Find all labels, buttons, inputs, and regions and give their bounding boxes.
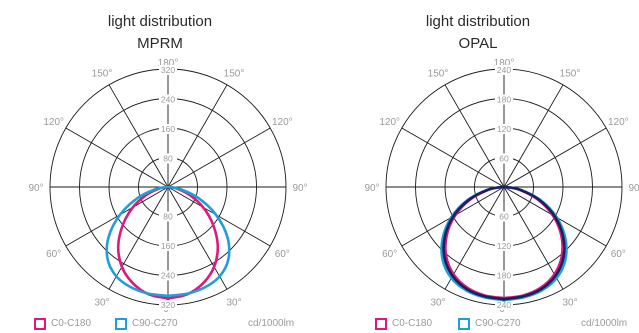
legend-swatch <box>34 318 46 330</box>
chart-panel-mprm: light distribution MPRM 180° 150° 150° 120°… <box>0 13 320 332</box>
chart-subtitle: MPRM <box>137 35 183 52</box>
radial-tick-label: 320 <box>161 300 175 310</box>
radial-tick-bg <box>495 94 513 105</box>
angle-tick-label: 30° <box>430 297 445 308</box>
angle-tick-label: 180° <box>494 58 515 69</box>
radial-tick-label: 160 <box>161 124 175 134</box>
radial-tick-label: 80 <box>163 154 173 164</box>
radial-tick-label: 80 <box>163 212 173 222</box>
angle-tick-label: 120° <box>608 117 629 128</box>
legend: C0-C180 C90-C270 cd/1000lm <box>0 318 320 332</box>
unit-label: cd/1000lm <box>248 318 295 329</box>
grid-spoke <box>503 186 564 290</box>
angle-tick-label: 120° <box>43 117 64 128</box>
angle-tick-label: 60° <box>611 249 626 260</box>
legend-swatch <box>458 318 470 330</box>
radial-tick-bg <box>159 211 177 222</box>
angle-tick-label: 150° <box>560 69 581 80</box>
radial-tick-label: 320 <box>161 65 175 75</box>
grid-spoke <box>444 84 505 188</box>
radial-tick-label: 60 <box>499 212 509 222</box>
radial-tick-label: 120 <box>497 124 511 134</box>
grid-spoke <box>167 186 228 290</box>
angle-tick-label: 30° <box>94 297 109 308</box>
radial-tick-bg <box>159 94 177 105</box>
angle-tick-label: 90° <box>628 183 639 194</box>
legend-label: C0-C180 <box>51 318 92 329</box>
grid-spoke <box>503 127 607 188</box>
chart-panel-opal: light distribution OPAL 180° 150° 150° 120°… <box>318 0 639 333</box>
radial-tick-label: 60 <box>499 154 509 164</box>
legend: C0-C180 C90-C270 cd/1000lm <box>318 318 638 332</box>
radial-tick-bg <box>495 124 513 134</box>
grid-spoke <box>167 186 271 247</box>
radial-tick-bg <box>159 153 177 164</box>
grid-spoke <box>65 186 169 247</box>
radial-tick-bg <box>495 241 513 251</box>
angle-tick-label: 90° <box>28 183 43 194</box>
radial-tick-bg <box>159 124 177 134</box>
radial-tick-label: 160 <box>161 241 175 251</box>
polar-plot-opal: 180°150°150°120°120°90°90°60°60°30°30°0°… <box>364 58 639 315</box>
radial-tick-bg <box>159 241 177 251</box>
angle-tick-label: 180° <box>158 58 179 69</box>
angle-tick-label: 120° <box>379 117 400 128</box>
angle-tick-label: 60° <box>382 249 397 260</box>
radial-tick-label: 180 <box>497 271 511 281</box>
radial-tick-bg <box>495 211 513 222</box>
angle-tick-label: 150° <box>428 69 449 80</box>
radial-tick-label: 180 <box>497 95 511 105</box>
legend-swatch <box>115 318 127 330</box>
grid-spoke <box>108 186 169 290</box>
unit-label: cd/1000lm <box>581 318 628 329</box>
legend-item-c0-c180: C0-C180 <box>375 318 432 330</box>
grid-spoke <box>167 84 228 188</box>
angle-tick-label: 30° <box>562 297 577 308</box>
chart-subtitle: OPAL <box>458 35 498 52</box>
angle-tick-label: 120° <box>272 117 293 128</box>
angle-tick-label: 150° <box>224 69 245 80</box>
angle-tick-label: 150° <box>92 69 113 80</box>
angle-tick-label: 30° <box>226 297 241 308</box>
grid-spoke <box>167 127 271 188</box>
angle-tick-label: 60° <box>275 249 290 260</box>
radial-tick-bg <box>495 300 513 310</box>
legend-item-c90-c270: C90-C270 <box>115 318 178 330</box>
radial-tick-bg <box>159 300 177 310</box>
radial-tick-label: 240 <box>497 300 511 310</box>
legend-label: C90-C270 <box>132 318 178 329</box>
angle-tick-label: 90° <box>364 183 379 194</box>
radial-tick-bg <box>495 153 513 164</box>
angle-tick-label: 90° <box>292 183 307 194</box>
series-curve-c0-c180 <box>116 185 220 301</box>
series-curve-combined <box>442 185 566 301</box>
chart-title: light distribution <box>107 13 213 30</box>
legend-item-c0-c180: C0-C180 <box>34 318 91 330</box>
chart-title: light distribution <box>425 13 531 30</box>
grid-spoke <box>401 127 505 188</box>
legend-label: C90-C270 <box>475 318 521 329</box>
angle-tick-label: 60° <box>46 249 61 260</box>
radial-tick-label: 240 <box>161 95 175 105</box>
grid-spoke <box>65 127 169 188</box>
series-curve-c90-c270 <box>105 185 231 298</box>
radial-tick-label: 240 <box>497 65 511 75</box>
grid-spoke <box>444 186 505 290</box>
legend-item-c90-c270: C90-C270 <box>458 318 521 330</box>
radial-tick-bg <box>495 270 513 281</box>
grid-spoke <box>108 84 169 188</box>
legend-swatch <box>375 318 387 330</box>
polar-plot-mprm: 180°150°150°120°120°90°90°60°60°30°30°0°… <box>28 58 307 315</box>
legend-label: C0-C180 <box>392 318 433 329</box>
radial-tick-label: 240 <box>161 271 175 281</box>
radial-tick-label: 120 <box>497 241 511 251</box>
radial-tick-bg <box>159 65 177 75</box>
radial-tick-bg <box>495 65 513 75</box>
grid-spoke <box>503 84 564 188</box>
radial-tick-bg <box>159 270 177 281</box>
